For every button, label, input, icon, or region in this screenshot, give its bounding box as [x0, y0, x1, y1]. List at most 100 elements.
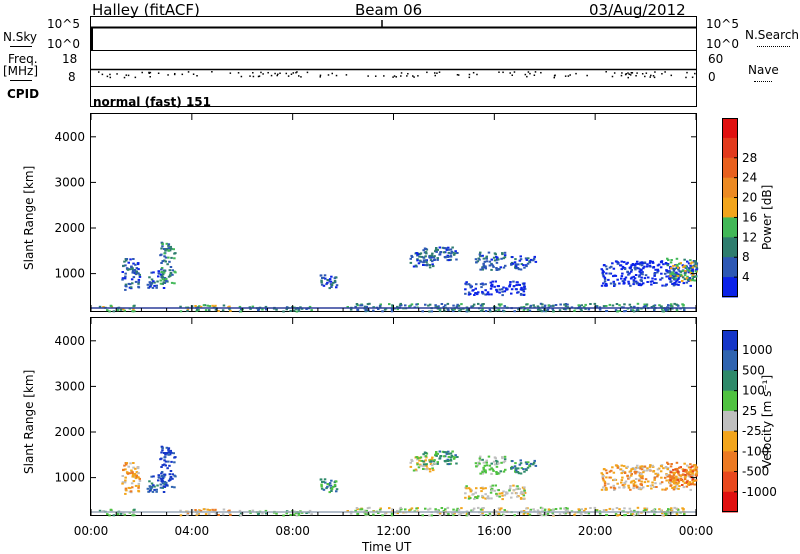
range-cell: [672, 488, 676, 491]
range-cell: [335, 276, 338, 279]
range-cell: [693, 260, 697, 263]
range-cell: [294, 511, 298, 514]
range-cell: [694, 275, 698, 278]
range-cell: [643, 469, 646, 472]
range-cell: [147, 490, 151, 493]
range-cell: [326, 281, 329, 284]
range-cell: [265, 308, 268, 311]
nave-point: [670, 74, 673, 77]
range-cell: [605, 283, 608, 285]
range-cell: [666, 510, 669, 513]
range-cell: [654, 268, 657, 271]
nave-point: [664, 71, 666, 73]
range-cell: [675, 484, 678, 487]
range-cell: [479, 268, 482, 271]
nave-point: [157, 72, 160, 74]
range-cell: [681, 270, 684, 272]
range-cell: [677, 268, 680, 271]
range-cell: [692, 468, 696, 471]
range-cell: [502, 310, 506, 313]
range-cell: [164, 256, 168, 259]
range-cell: [179, 305, 182, 308]
range-cell: [605, 472, 609, 475]
range-cell: [159, 483, 162, 486]
range-cell: [601, 473, 605, 476]
range-cell: [686, 479, 689, 482]
range-cell: [173, 257, 176, 260]
range-cell: [665, 309, 668, 312]
freq-label-top: Freq.: [8, 52, 38, 66]
range-cell: [163, 279, 166, 282]
range-cell: [431, 464, 434, 467]
nave-point: [529, 72, 531, 75]
range-cell: [480, 490, 483, 493]
range-cell: [122, 264, 125, 267]
range-cell: [125, 258, 129, 260]
range-cell: [164, 453, 167, 456]
range-cell: [465, 281, 468, 284]
range-cell: [152, 475, 155, 478]
range-cell: [654, 278, 657, 281]
range-cell: [419, 464, 422, 467]
range-cell: [522, 510, 526, 512]
range-cell: [685, 481, 689, 484]
range-cell: [532, 304, 535, 307]
range-cell: [513, 310, 516, 313]
range-cell: [400, 304, 403, 307]
range-cell: [294, 307, 298, 310]
range-cell: [660, 464, 664, 467]
range-cell: [525, 507, 528, 510]
range-cell: [131, 474, 135, 476]
range-cell: [522, 494, 526, 497]
range-cell: [124, 479, 127, 482]
nave-point: [524, 73, 527, 76]
range-cell: [671, 487, 674, 489]
range-cell: [675, 512, 679, 515]
range-cell: [122, 468, 125, 471]
range-cell: [366, 303, 370, 306]
range-cell: [170, 281, 174, 284]
range-cell: [469, 497, 472, 499]
range-cell: [675, 461, 679, 464]
range-cell: [134, 263, 137, 266]
range-cell: [481, 486, 484, 489]
range-cell: [630, 513, 633, 516]
range-cell: [626, 474, 629, 477]
range-cell: [126, 268, 130, 271]
range-cell: [640, 468, 644, 471]
nave-point: [257, 75, 260, 78]
nave-point: [456, 73, 459, 76]
range-cell: [481, 309, 484, 312]
range-cell: [515, 288, 518, 291]
range-cell: [470, 305, 473, 308]
range-cell: [138, 273, 141, 276]
range-cell: [502, 514, 506, 517]
range-cell: [425, 465, 428, 468]
range-cell: [689, 264, 692, 267]
range-cell: [640, 487, 644, 490]
range-cell: [631, 467, 635, 469]
range-cell: [522, 288, 525, 291]
x-tick-label: 04:00: [175, 524, 210, 538]
range-cell: [681, 468, 685, 471]
range-cell: [629, 306, 633, 308]
range-cell: [639, 475, 642, 478]
range-cell: [519, 462, 523, 465]
range-cell: [618, 282, 621, 285]
range-cell: [517, 467, 520, 470]
range-cell: [665, 283, 668, 286]
y-tick-label: 4000: [54, 334, 85, 348]
range-cell: [471, 305, 475, 308]
nave-point: [652, 75, 655, 77]
range-cell: [653, 274, 656, 277]
range-cell: [179, 310, 183, 313]
range-cell: [483, 464, 487, 467]
range-cell: [689, 284, 692, 287]
range-cell: [683, 468, 686, 471]
range-cell: [665, 479, 668, 482]
y-tick-label: 1000: [54, 471, 85, 485]
range-cell: [620, 479, 624, 482]
range-cell: [637, 471, 640, 474]
range-cell: [630, 468, 633, 471]
